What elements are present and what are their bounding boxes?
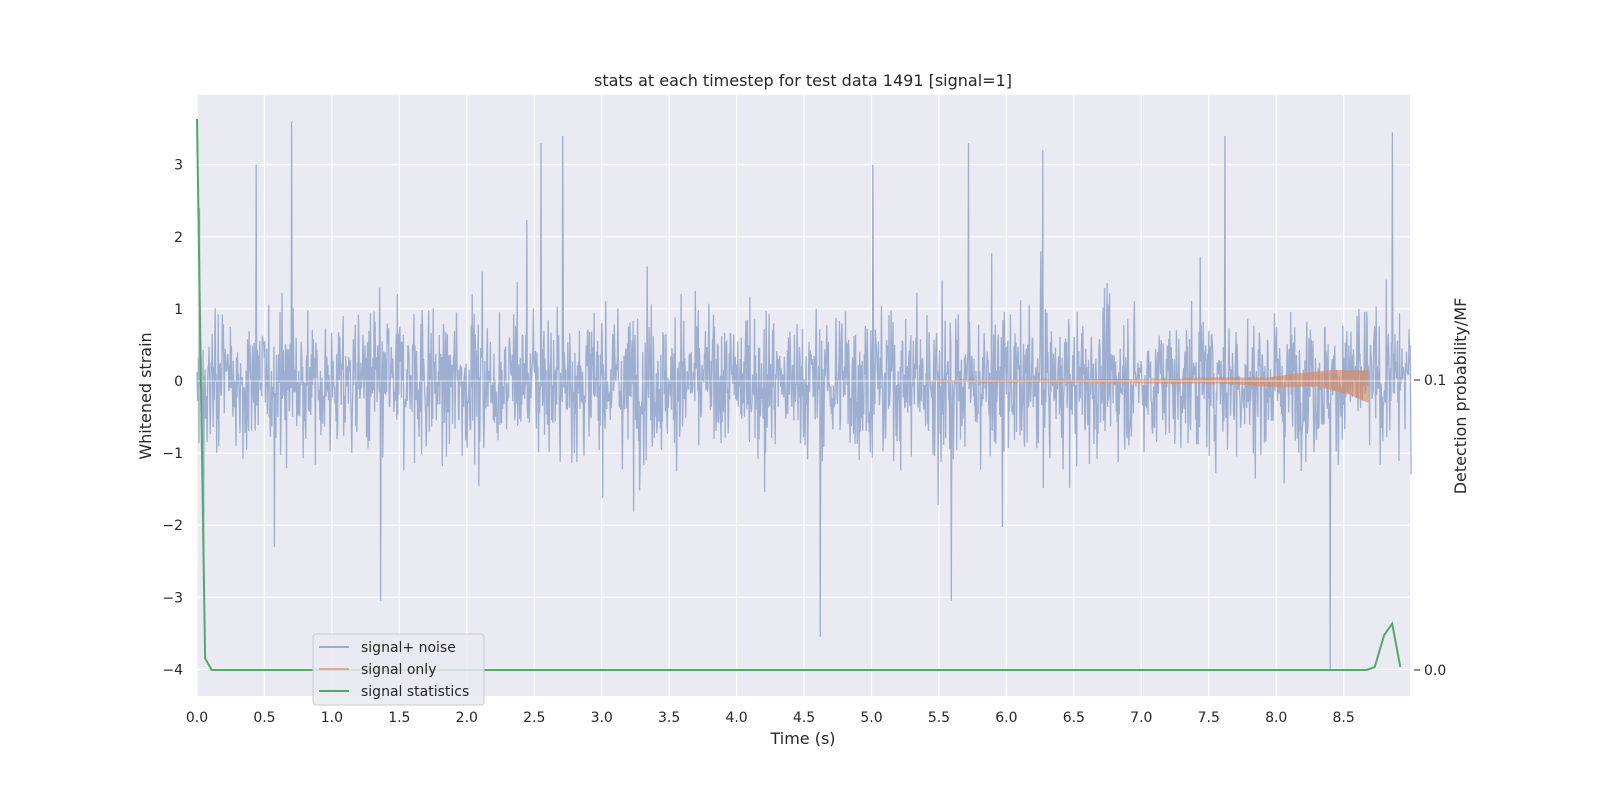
x-tick-label: 4.5	[793, 710, 815, 726]
y2-axis-ticks: 0.1 0.0	[1414, 373, 1446, 679]
x-tick-label: 6.0	[995, 710, 1017, 726]
x-tick-label: 7.0	[1130, 710, 1152, 726]
x-tick-label: 1.5	[388, 710, 410, 726]
y-tick-label: −4	[162, 662, 183, 678]
signal-statistics-line	[196, 118, 1402, 671]
x-tick-label: 4.0	[725, 710, 747, 726]
x-tick-label: 1.0	[321, 710, 343, 726]
x-tick-label: 7.5	[1198, 710, 1220, 726]
signal-only-series	[197, 369, 1410, 403]
legend-label-signal-noise: signal+ noise	[361, 640, 456, 656]
y-axis-ticks: 3 2 1 0 −1 −2 −3 −4	[162, 158, 183, 679]
x-tick-label: 3.5	[658, 710, 680, 726]
x-tick-label: 8.0	[1265, 710, 1287, 726]
x-tick-label: 5.5	[928, 710, 950, 726]
y-tick-label: 0	[174, 374, 183, 390]
signal-noise-series	[196, 121, 1412, 670]
legend: signal+ noise signal only signal statist…	[312, 633, 485, 706]
chart-title: stats at each timestep for test data 149…	[594, 71, 1012, 90]
signal-statistics-series	[196, 118, 1402, 671]
y-tick-label: 1	[174, 302, 183, 318]
signal-noise-line	[196, 121, 1412, 670]
legend-label-signal-only: signal only	[361, 662, 436, 678]
x-tick-label: 8.5	[1333, 710, 1355, 726]
y-tick-label: −2	[162, 518, 183, 534]
y2-tick-label: 0.0	[1424, 663, 1446, 679]
x-tick-label: 5.0	[860, 710, 882, 726]
x-tick-label: 3.0	[591, 710, 613, 726]
y-tick-label: 3	[174, 158, 183, 174]
y2-axis-label: Detection probability/MF	[1451, 298, 1470, 495]
y-axis-label: Whitened strain	[136, 332, 155, 459]
y-tick-label: −3	[162, 590, 183, 606]
x-tick-label: 2.0	[456, 710, 478, 726]
y-tick-label: −1	[162, 446, 183, 462]
legend-box	[312, 633, 485, 706]
y2-tick-label: 0.1	[1424, 373, 1446, 389]
x-tick-label: 0.5	[253, 710, 275, 726]
x-tick-label: 6.5	[1063, 710, 1085, 726]
x-tick-label: 2.5	[523, 710, 545, 726]
x-tick-label: 0.0	[186, 710, 208, 726]
y-tick-label: 2	[174, 230, 183, 246]
x-axis-ticks: 0.0 0.5 1.0 1.5 2.0 2.5 3.0 3.5 4.0 4.5 5.0 5.5 6.0 6…	[186, 710, 1355, 726]
legend-label-signal-statistics: signal statistics	[361, 684, 469, 700]
x-axis-label: Time (s)	[769, 729, 835, 748]
